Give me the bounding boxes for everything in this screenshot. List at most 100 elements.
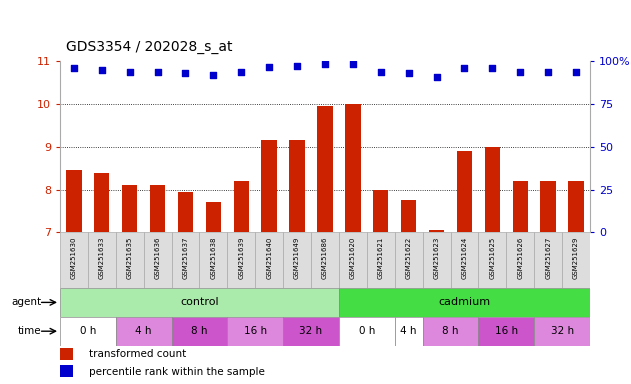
Bar <box>512 181 528 232</box>
Text: GSM251629: GSM251629 <box>573 237 579 279</box>
Text: 8 h: 8 h <box>442 326 459 336</box>
Bar <box>150 185 165 232</box>
Bar <box>451 232 478 288</box>
Bar <box>60 232 88 288</box>
Bar <box>290 141 305 232</box>
Bar <box>345 104 360 232</box>
Text: GSM251626: GSM251626 <box>517 237 523 279</box>
Bar <box>485 147 500 232</box>
Text: GSM251649: GSM251649 <box>294 237 300 279</box>
Bar <box>227 232 255 288</box>
Text: GSM251624: GSM251624 <box>461 237 468 279</box>
Bar <box>60 365 73 377</box>
Bar <box>534 232 562 288</box>
Bar <box>233 181 249 232</box>
Point <box>375 69 386 75</box>
Bar <box>261 141 277 232</box>
Bar <box>423 232 451 288</box>
Bar <box>367 232 395 288</box>
Point <box>487 65 497 71</box>
Text: GDS3354 / 202028_s_at: GDS3354 / 202028_s_at <box>66 40 233 54</box>
Point <box>515 69 525 75</box>
Bar <box>66 170 81 232</box>
Text: GSM251630: GSM251630 <box>71 237 77 279</box>
Text: GSM251637: GSM251637 <box>182 237 189 279</box>
Bar <box>569 181 584 232</box>
Point <box>69 65 79 71</box>
Text: transformed count: transformed count <box>88 349 186 359</box>
Bar <box>115 232 144 288</box>
Bar <box>255 232 283 288</box>
Text: GSM251622: GSM251622 <box>406 237 411 279</box>
Bar <box>395 317 423 346</box>
Bar <box>562 232 590 288</box>
Bar <box>115 317 172 346</box>
Text: 16 h: 16 h <box>495 326 518 336</box>
Point <box>264 63 274 70</box>
Point <box>180 70 191 76</box>
Bar <box>339 232 367 288</box>
Bar <box>478 317 534 346</box>
Text: agent: agent <box>11 297 41 308</box>
Point <box>543 69 553 75</box>
Bar <box>339 288 590 317</box>
Bar <box>395 232 423 288</box>
Bar <box>373 190 389 232</box>
Text: GSM251623: GSM251623 <box>433 237 440 279</box>
Bar <box>423 317 478 346</box>
Bar <box>144 232 172 288</box>
Bar <box>60 317 115 346</box>
Text: control: control <box>180 297 219 308</box>
Bar <box>283 317 339 346</box>
Bar <box>88 232 115 288</box>
Text: GSM251625: GSM251625 <box>490 237 495 279</box>
Text: GSM251621: GSM251621 <box>378 237 384 279</box>
Bar <box>60 288 339 317</box>
Text: GSM251686: GSM251686 <box>322 237 328 279</box>
Bar <box>227 317 283 346</box>
Point <box>125 69 135 75</box>
Bar <box>457 151 472 232</box>
Point <box>459 65 469 71</box>
Text: 32 h: 32 h <box>300 326 322 336</box>
Text: GSM251627: GSM251627 <box>545 237 551 279</box>
Bar <box>339 317 395 346</box>
Text: 0 h: 0 h <box>358 326 375 336</box>
Text: GSM251640: GSM251640 <box>266 237 272 279</box>
Bar <box>429 230 444 232</box>
Bar <box>311 232 339 288</box>
Point <box>320 61 330 67</box>
Point <box>97 67 107 73</box>
Bar <box>199 232 227 288</box>
Text: GSM251620: GSM251620 <box>350 237 356 279</box>
Bar <box>60 348 73 360</box>
Bar <box>283 232 311 288</box>
Point <box>348 61 358 67</box>
Text: 4 h: 4 h <box>401 326 417 336</box>
Point <box>404 70 414 76</box>
Bar <box>206 202 221 232</box>
Text: GSM251638: GSM251638 <box>210 237 216 279</box>
Point <box>208 72 218 78</box>
Text: 32 h: 32 h <box>550 326 574 336</box>
Text: time: time <box>18 326 41 336</box>
Text: 0 h: 0 h <box>80 326 96 336</box>
Bar <box>478 232 506 288</box>
Bar <box>506 232 534 288</box>
Text: percentile rank within the sample: percentile rank within the sample <box>88 366 264 377</box>
Point <box>236 69 246 75</box>
Bar <box>122 185 138 232</box>
Text: GSM251636: GSM251636 <box>155 237 160 279</box>
Bar <box>172 232 199 288</box>
Bar <box>172 317 227 346</box>
Bar <box>178 192 193 232</box>
Bar <box>541 181 556 232</box>
Bar <box>534 317 590 346</box>
Text: 8 h: 8 h <box>191 326 208 336</box>
Text: cadmium: cadmium <box>439 297 490 308</box>
Text: 4 h: 4 h <box>136 326 152 336</box>
Bar <box>94 172 109 232</box>
Text: GSM251633: GSM251633 <box>99 237 105 279</box>
Point <box>432 74 442 80</box>
Text: GSM251635: GSM251635 <box>127 237 133 279</box>
